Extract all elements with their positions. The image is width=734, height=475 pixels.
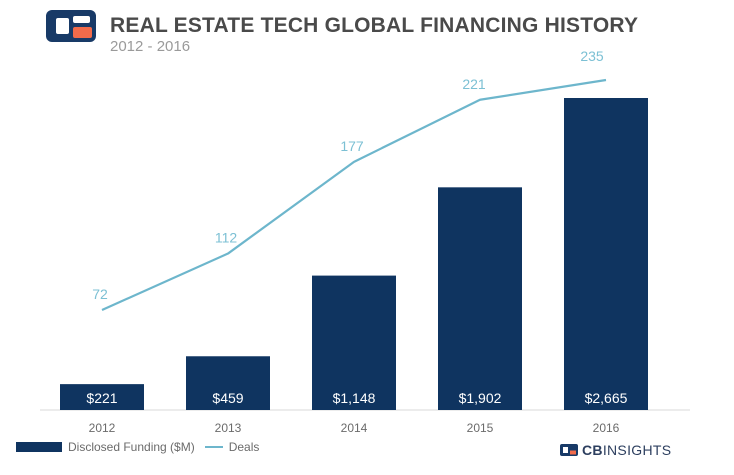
x-tick-label-2015: 2015 — [467, 421, 494, 435]
chart-title: REAL ESTATE TECH GLOBAL FINANCING HISTOR… — [110, 14, 639, 37]
legend: Disclosed Funding ($M) Deals — [16, 440, 259, 454]
bar-2013 — [186, 356, 270, 410]
bar-label-2012: $221 — [86, 390, 117, 406]
deals-label-2014: 177 — [340, 138, 364, 154]
legend-label-deals: Deals — [228, 440, 260, 454]
deals-label-2012: 72 — [92, 286, 108, 302]
legend-swatch-funding — [16, 442, 62, 452]
bar-2015 — [438, 187, 522, 410]
bar-label-2015: $1,902 — [459, 390, 502, 406]
deals-line — [101, 78, 607, 312]
deals-label-2016: 235 — [580, 48, 604, 64]
deals-label-2015: 221 — [462, 76, 486, 92]
bar-label-2013: $459 — [212, 390, 243, 406]
cb-insights-mark-icon — [560, 444, 578, 456]
bar-label-2014: $1,148 — [333, 390, 376, 406]
footer-brand-text: CBINSIGHTS — [582, 442, 672, 458]
x-tick-label-2012: 2012 — [89, 421, 116, 435]
bar-label-2016: $2,665 — [585, 390, 628, 406]
legend-swatch-deals — [204, 446, 223, 448]
x-tick-label-2014: 2014 — [341, 421, 368, 435]
chart-subtitle: 2012 - 2016 — [110, 38, 191, 55]
cb-insights-logo-icon — [46, 10, 96, 42]
x-tick-label-2016: 2016 — [593, 421, 620, 435]
deals-label-2013: 112 — [215, 230, 238, 246]
x-tick-label-2013: 2013 — [215, 421, 242, 435]
bar-2012 — [60, 384, 144, 410]
footer-brand: CBINSIGHTS — [560, 442, 671, 458]
bar-2014 — [312, 275, 396, 410]
legend-label-funding: Disclosed Funding ($M) — [68, 440, 195, 454]
bar-2016 — [564, 98, 648, 410]
